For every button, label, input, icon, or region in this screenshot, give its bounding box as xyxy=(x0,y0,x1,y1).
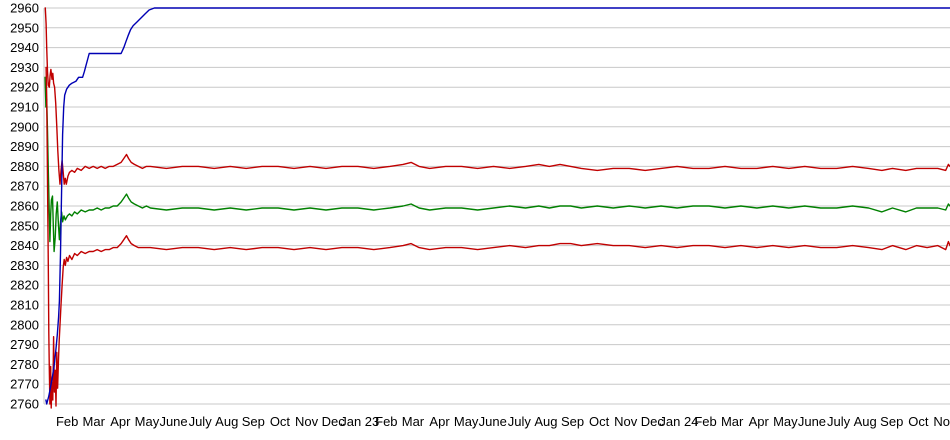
x-tick-label: May xyxy=(773,414,798,429)
y-tick-label: 2790 xyxy=(10,337,39,352)
x-tick-label: May xyxy=(135,414,160,429)
x-tick-label: Nov xyxy=(295,414,319,429)
series-red-lower xyxy=(45,66,950,409)
y-tick-label: 2890 xyxy=(10,139,39,154)
x-tick-label: Aug xyxy=(534,414,557,429)
x-tick-label: June xyxy=(798,414,826,429)
y-tick-label: 2800 xyxy=(10,317,39,332)
x-tick-label: Apr xyxy=(429,414,450,429)
y-tick-label: 2830 xyxy=(10,258,39,273)
x-tick-label: Aug xyxy=(215,414,238,429)
y-tick-label: 2870 xyxy=(10,179,39,194)
x-tick-label: Oct xyxy=(908,414,929,429)
x-tick-label: Feb xyxy=(694,414,716,429)
series-blue-cumulative xyxy=(45,7,950,405)
y-tick-label: 2940 xyxy=(10,40,39,55)
x-tick-label: July xyxy=(189,414,213,429)
x-tick-label: Feb xyxy=(375,414,397,429)
x-tick-label: Mar xyxy=(402,414,425,429)
y-tick-label: 2860 xyxy=(10,199,39,214)
x-tick-label: Nov xyxy=(933,414,950,429)
x-tick-label: Dec xyxy=(641,414,665,429)
x-tick-label: Sep xyxy=(561,414,584,429)
y-tick-label: 2840 xyxy=(10,238,39,253)
y-tick-label: 2820 xyxy=(10,278,39,293)
y-tick-label: 2770 xyxy=(10,377,39,392)
x-tick-label: Dec xyxy=(322,414,346,429)
x-tick-label: Sep xyxy=(242,414,265,429)
x-tick-label: July xyxy=(827,414,851,429)
x-tick-label: Nov xyxy=(614,414,638,429)
x-tick-label: Mar xyxy=(721,414,744,429)
x-tick-label: Mar xyxy=(83,414,106,429)
x-tick-label: Apr xyxy=(749,414,770,429)
x-tick-label: Sep xyxy=(880,414,903,429)
x-tick-label: Oct xyxy=(589,414,610,429)
y-tick-label: 2780 xyxy=(10,357,39,372)
x-tick-label: Jan 23 xyxy=(340,414,379,429)
x-tick-label: Aug xyxy=(854,414,877,429)
y-tick-label: 2930 xyxy=(10,60,39,75)
y-tick-label: 2950 xyxy=(10,20,39,35)
x-tick-label: July xyxy=(508,414,532,429)
x-tick-label: June xyxy=(479,414,507,429)
series-red-upper xyxy=(44,7,950,185)
x-tick-label: May xyxy=(454,414,479,429)
y-tick-label: 2900 xyxy=(10,119,39,134)
y-tick-label: 2960 xyxy=(10,1,39,16)
x-tick-label: June xyxy=(159,414,187,429)
x-tick-label: Feb xyxy=(56,414,78,429)
y-tick-label: 2850 xyxy=(10,218,39,233)
y-tick-label: 2910 xyxy=(10,100,39,115)
x-tick-label: Apr xyxy=(110,414,131,429)
y-tick-label: 2920 xyxy=(10,80,39,95)
y-tick-label: 2810 xyxy=(10,298,39,313)
x-tick-label: Jan 24 xyxy=(659,414,698,429)
x-tick-label: Oct xyxy=(270,414,291,429)
y-tick-label: 2880 xyxy=(10,159,39,174)
y-tick-label: 2760 xyxy=(10,397,39,412)
